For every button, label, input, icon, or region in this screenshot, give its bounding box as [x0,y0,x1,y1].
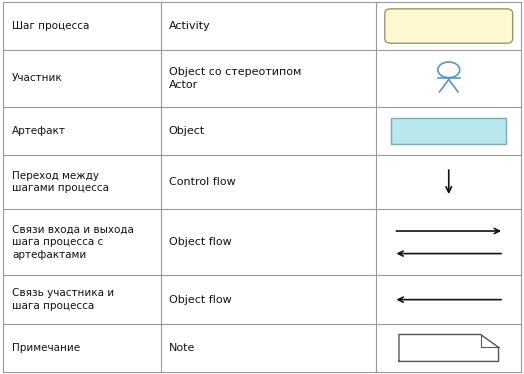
Text: Object со стереотипом
Actor: Object со стереотипом Actor [169,67,301,90]
Text: Примечание: Примечание [12,343,80,353]
Text: Activity: Activity [169,21,211,31]
Text: Object: Object [169,126,205,136]
Text: Переход между
шагами процесса: Переход между шагами процесса [12,171,109,193]
Bar [391,118,506,144]
Text: Связь участника и
шага процесса: Связь участника и шага процесса [12,288,114,311]
Text: Шаг процесса: Шаг процесса [12,21,90,31]
Text: Note: Note [169,343,195,353]
Text: Control flow: Control flow [169,177,235,187]
Text: Связи входа и выхода
шага процесса с
артефактами: Связи входа и выхода шага процесса с арт… [12,225,134,260]
FancyBboxPatch shape [385,9,512,43]
Text: Object flow: Object flow [169,237,232,247]
Text: Артефакт: Артефакт [12,126,66,136]
Text: Object flow: Object flow [169,295,232,305]
Text: Участник: Участник [12,73,63,83]
Polygon shape [399,334,498,361]
